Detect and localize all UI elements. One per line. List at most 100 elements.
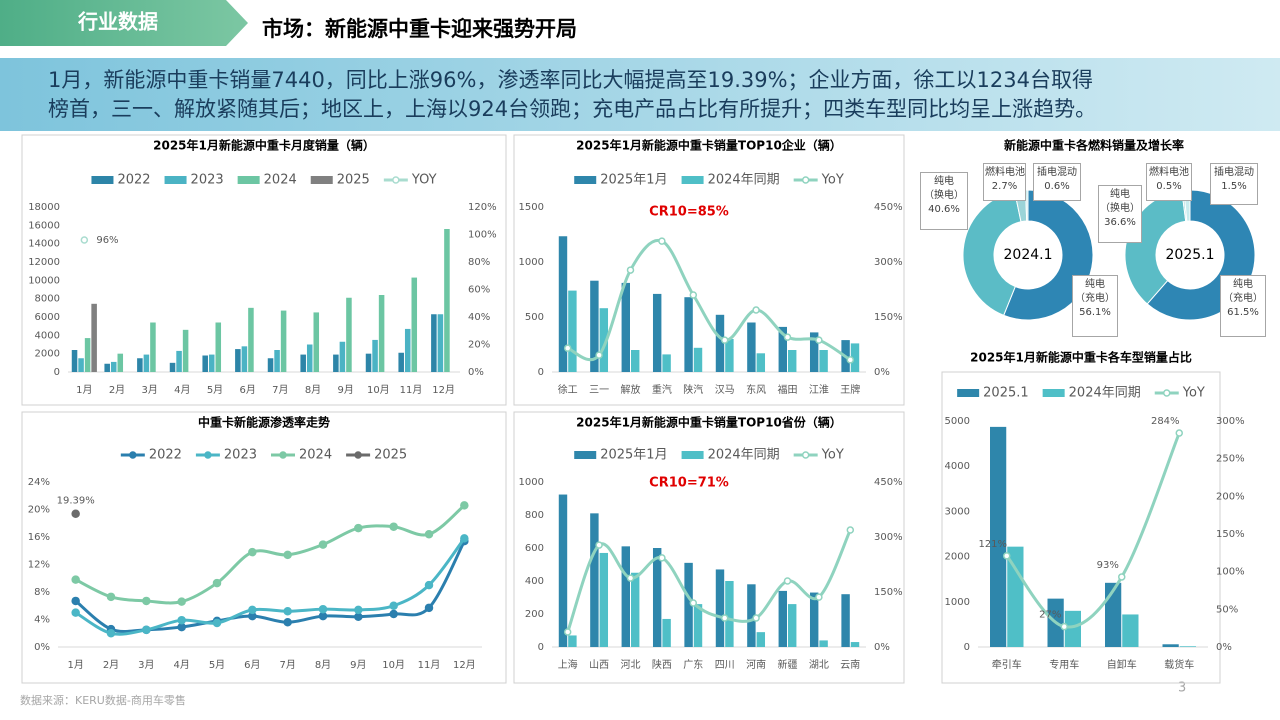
legend-swatch: [681, 451, 704, 459]
point: [752, 306, 760, 314]
bar: [778, 590, 787, 647]
bar: [778, 326, 787, 372]
x-tick-label: 3月: [141, 384, 157, 396]
point: [389, 609, 398, 619]
y-tick-label: 0: [538, 642, 544, 653]
x-tick-label: 广东: [683, 658, 703, 671]
y2-tick-label: 0%: [1216, 642, 1232, 653]
bar: [558, 236, 568, 372]
bar: [215, 322, 222, 372]
legend-label: 2025.1: [983, 386, 1029, 401]
bar: [313, 312, 320, 372]
y-tick-label: 1000: [519, 477, 544, 488]
chart-frame: [941, 371, 1221, 684]
point: [424, 603, 434, 613]
y2-tick-label: 20%: [468, 340, 490, 351]
point: [720, 614, 729, 622]
point: [783, 577, 792, 585]
x-tick-label: 1月: [67, 659, 83, 671]
bar: [169, 362, 176, 372]
legend-swatch: [237, 176, 260, 184]
bar: [280, 310, 287, 372]
bar: [693, 604, 703, 647]
y-tick-label: 10000: [28, 275, 60, 286]
point: [212, 618, 222, 628]
bar: [990, 426, 1007, 647]
legend: 2022 2023 2024 2025: [120, 448, 407, 463]
bar: [590, 280, 599, 372]
x-tick-label: 河南: [746, 658, 766, 671]
y2-tick-label: 150%: [1216, 529, 1245, 540]
y2-tick-label: 150%: [874, 312, 903, 323]
bar: [378, 295, 385, 372]
point: [71, 509, 80, 518]
bar: [248, 307, 254, 372]
y-tick-label: 14000: [28, 239, 60, 250]
line: [74, 540, 466, 634]
summary-line: 1月，新能源中重卡销量7440，同比上涨96%，渗透率同比大幅提高至19.39%…: [48, 68, 1093, 92]
point: [318, 611, 328, 621]
y-tick-label: 0%: [34, 642, 50, 653]
x-tick-label: 湖北: [809, 659, 829, 671]
legend-label: YoY: [1182, 386, 1205, 401]
bar: [715, 314, 725, 372]
pie-value: 2.7%: [991, 181, 1018, 192]
point: [354, 523, 363, 533]
y-tick-label: 200: [525, 609, 544, 620]
pie-category: 插电混动: [1037, 167, 1077, 178]
x-tick-label: 1月: [76, 384, 92, 396]
chart-title: 2025年1月新能源中重卡销量TOP10企业（辆）: [576, 138, 842, 153]
y2-tick-label: 40%: [468, 312, 490, 323]
legend-swatch: [164, 176, 187, 184]
point: [71, 575, 80, 584]
bar: [84, 338, 91, 372]
bar: [809, 332, 819, 372]
x-tick-label: 10月: [382, 659, 405, 671]
pie-category: 插电混动: [1214, 167, 1254, 178]
x-tick-label: 新疆: [778, 658, 798, 671]
pie-label: 插电混动 0.6%: [1033, 163, 1081, 201]
y-tick-label: 0: [54, 367, 60, 378]
x-tick-label: 12月: [432, 384, 455, 396]
y2-tick-label: 450%: [874, 202, 903, 213]
bar: [819, 640, 828, 647]
bar: [788, 604, 797, 647]
data-label: 96%: [96, 235, 118, 246]
data-label: 19.39%: [57, 496, 95, 507]
pie-label: 纯电（充电） 61.5%: [1220, 275, 1266, 337]
y2-tick-label: 0%: [874, 642, 890, 653]
bar: [850, 642, 860, 647]
legend-swatch: [279, 451, 287, 459]
bar: [143, 354, 150, 372]
x-tick-label: 三一: [589, 385, 609, 396]
y2-tick-label: 250%: [1216, 454, 1245, 465]
point: [283, 550, 292, 560]
point: [846, 526, 855, 534]
y2-tick-label: 450%: [874, 477, 903, 488]
y2-tick-label: 100%: [468, 230, 497, 241]
point: [595, 351, 603, 359]
point: [177, 622, 186, 632]
legend-swatch: [310, 176, 333, 184]
y-tick-label: 0: [538, 367, 544, 378]
pie-value: 36.6%: [1104, 217, 1136, 228]
y-tick-label: 4000: [945, 461, 970, 472]
point: [424, 530, 434, 539]
point: [389, 522, 398, 531]
legend-label: YOY: [411, 173, 437, 188]
legend-label: 2024年同期: [708, 173, 780, 188]
legend-label: YoY: [821, 448, 844, 463]
point: [815, 593, 823, 601]
legend-swatch: [129, 451, 137, 459]
chart-frame: [21, 411, 507, 684]
point: [658, 554, 666, 562]
bar: [176, 350, 182, 372]
bar: [365, 353, 372, 372]
point: [689, 599, 698, 607]
pie-label: 燃料电池 2.7%: [983, 163, 1026, 201]
bar: [788, 350, 797, 372]
x-tick-label: 3月: [138, 659, 154, 671]
point: [720, 336, 729, 344]
source: 数据来源：KERU数据-商用车零售: [20, 693, 186, 707]
bar: [631, 350, 640, 372]
